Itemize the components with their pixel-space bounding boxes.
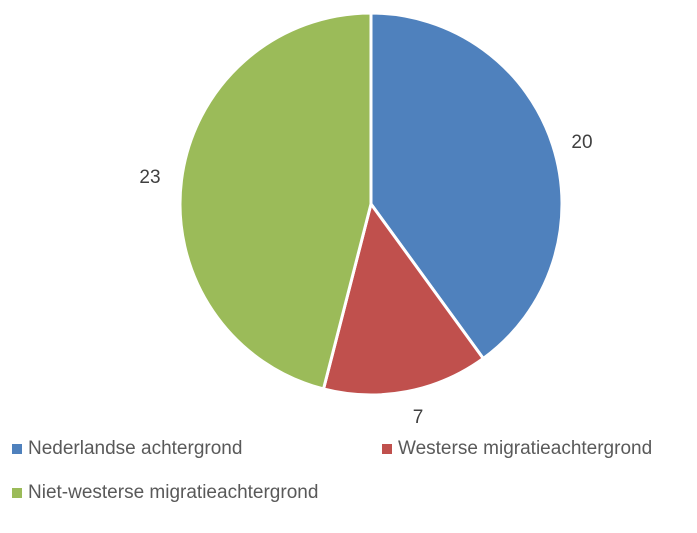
data-label-westerse: 7 <box>413 407 424 428</box>
legend-item-niet-westerse: Niet-westerse migratieachtergrond <box>12 482 318 504</box>
legend-swatch-nederlandse <box>12 444 22 454</box>
data-label-nederlandse: 20 <box>571 132 592 153</box>
legend-item-westerse: Westerse migratieachtergrond <box>382 438 652 460</box>
data-label-niet-westerse: 23 <box>139 167 160 188</box>
legend-swatch-niet-westerse <box>12 488 22 498</box>
legend-label-westerse: Westerse migratieachtergrond <box>398 438 653 459</box>
pie-data-labels: 20 7 23 <box>139 132 592 428</box>
legend-label-nederlandse: Nederlandse achtergrond <box>28 438 243 459</box>
slice-niet-westerse <box>178 11 373 391</box>
slice-nederlandse <box>369 11 564 361</box>
legend-label-niet-westerse: Niet-westerse migratieachtergrond <box>28 482 319 503</box>
pie-slices <box>178 11 564 397</box>
legend-item-nederlandse: Nederlandse achtergrond <box>12 438 242 460</box>
slice-westerse <box>322 202 485 397</box>
legend-swatch-westerse <box>382 444 392 454</box>
